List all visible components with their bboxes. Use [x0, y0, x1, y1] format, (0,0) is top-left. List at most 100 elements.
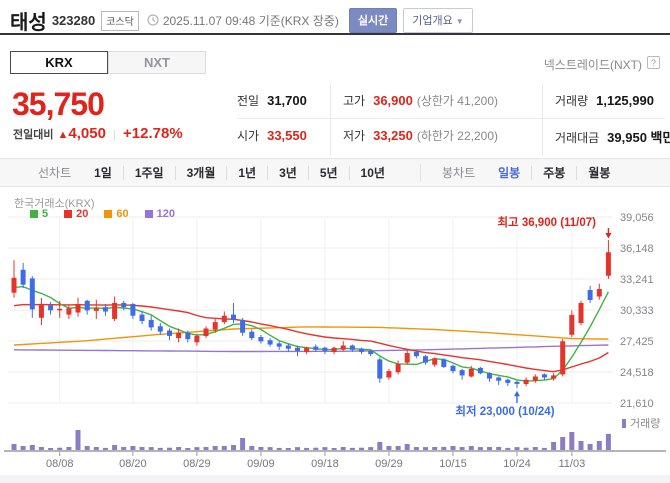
- stock-code: 323280: [51, 13, 96, 28]
- x-axis-label: 09/29: [375, 458, 403, 470]
- candle-chart-label: 봉차트: [442, 166, 476, 180]
- legend-swatch-icon: [104, 210, 113, 218]
- candle-body: [267, 340, 273, 345]
- candle-chart-period-group: 봉차트 일봉 주봉 월봉: [442, 159, 622, 186]
- tab-nxt[interactable]: NXT: [108, 51, 206, 74]
- candle-body: [450, 365, 456, 372]
- candles-layer: [11, 240, 611, 389]
- x-axis-label: 08/29: [183, 458, 211, 470]
- candle-body: [313, 346, 319, 350]
- summary-label: 고가: [343, 94, 366, 108]
- candle-option-주봉[interactable]: 주봉: [531, 166, 577, 180]
- realtime-button[interactable]: 실시간: [348, 8, 398, 33]
- nextrade-link[interactable]: 넥스트레이드(NXT): [543, 58, 642, 72]
- candle-body: [194, 335, 200, 343]
- candle-body: [148, 319, 154, 328]
- x-axis-label: 08/08: [46, 458, 74, 470]
- period-option-10년[interactable]: 10년: [348, 166, 396, 180]
- y-axis-label: 24,518: [620, 367, 654, 379]
- summary-item: 전일 31,700: [237, 84, 330, 118]
- candle-body: [459, 370, 465, 376]
- help-icon[interactable]: ?: [647, 56, 660, 69]
- candle-option-일봉[interactable]: 일봉: [498, 166, 521, 180]
- volume-bar: [11, 444, 17, 450]
- volume-bar: [605, 433, 611, 450]
- up-arrow-icon: ▲: [57, 129, 69, 141]
- candle-body: [295, 347, 300, 351]
- candle-body: [523, 379, 529, 384]
- summary-value: 33,550: [267, 128, 307, 143]
- summary-value: 1,125,990: [596, 93, 654, 108]
- candle-body: [285, 345, 291, 349]
- volume-bar: [477, 447, 483, 450]
- period-option-5년[interactable]: 5년: [307, 166, 349, 180]
- bottom-strip: [0, 475, 670, 483]
- volume-layer: [11, 430, 611, 450]
- legend-item: 5: [30, 208, 48, 220]
- company-overview-button[interactable]: 기업개요 ▼: [403, 8, 473, 33]
- current-price: 35,750: [12, 86, 105, 122]
- candle-body: [605, 252, 611, 276]
- candle-body: [258, 337, 264, 342]
- volume-bar: [532, 447, 538, 450]
- y-axis-label: 21,610: [620, 398, 654, 410]
- volume-bar: [487, 447, 492, 450]
- ma20-line: [13, 303, 609, 373]
- volume-bar: [157, 447, 163, 450]
- legend-swatch-icon: [30, 210, 38, 218]
- volume-bar: [267, 447, 273, 450]
- volume-bar: [404, 444, 410, 450]
- up-arrow-annotation-icon: [513, 390, 520, 397]
- candle-body: [139, 314, 145, 321]
- volume-bar: [386, 446, 392, 450]
- candle-body: [11, 277, 17, 293]
- period-option-3년[interactable]: 3년: [267, 166, 308, 180]
- x-axis-label: 09/09: [247, 458, 275, 470]
- volume-bar: [432, 447, 438, 450]
- tab-krx[interactable]: KRX: [10, 51, 108, 74]
- candle-body: [157, 326, 163, 332]
- candle-body: [57, 308, 63, 311]
- volume-bar: [93, 447, 99, 450]
- candle-body: [176, 332, 182, 338]
- period-option-3개월[interactable]: 3개월: [174, 166, 227, 180]
- period-option-1일[interactable]: 1일: [94, 166, 112, 180]
- volume-bar: [587, 444, 593, 450]
- summary-item: 저가 33,250 (하한가 22,200): [330, 119, 542, 155]
- candle-body: [20, 269, 26, 285]
- candle-body: [468, 369, 474, 377]
- candle-body: [413, 351, 419, 357]
- candle-body: [578, 303, 584, 323]
- candle-body: [29, 278, 35, 310]
- summary-value: 39,950 백만: [607, 130, 670, 145]
- change-divider: |: [112, 127, 117, 141]
- candle-body: [359, 348, 364, 352]
- volume-bar: [377, 442, 383, 450]
- volume-bar: [551, 442, 557, 450]
- volume-bar: [38, 447, 44, 450]
- volume-bar: [395, 446, 401, 450]
- x-axis-labels: 08/08 08/20 08/29 09/09 09/18 09/29 10/15 10/24…: [46, 452, 585, 470]
- quote-timestamp: 2025.11.07 09:48 기준(KRX 장중): [162, 14, 339, 28]
- price-chart-svg[interactable]: 39,056 36,148 33,241 30,333 27,425 24,518 21,6…: [0, 193, 670, 475]
- candle-body: [75, 304, 81, 313]
- period-option-1년[interactable]: 1년: [226, 166, 268, 180]
- candle-body: [240, 319, 246, 333]
- candle-body: [212, 322, 218, 330]
- volume-bar: [359, 447, 364, 450]
- volume-bar: [596, 441, 602, 450]
- x-axis-label: 10/24: [503, 458, 531, 470]
- volume-bar: [130, 446, 136, 450]
- period-option-1주일[interactable]: 1주일: [122, 166, 175, 180]
- volume-bar: [148, 447, 154, 450]
- candle-option-월봉[interactable]: 월봉: [576, 166, 622, 180]
- candle-body: [496, 377, 502, 381]
- legend-label: 5: [42, 208, 49, 220]
- candle-body: [532, 376, 538, 381]
- volume-bar: [185, 448, 191, 450]
- volume-bar: [231, 445, 236, 450]
- volume-bar: [423, 447, 428, 450]
- header-divider: [0, 33, 670, 35]
- candle-body: [386, 371, 392, 378]
